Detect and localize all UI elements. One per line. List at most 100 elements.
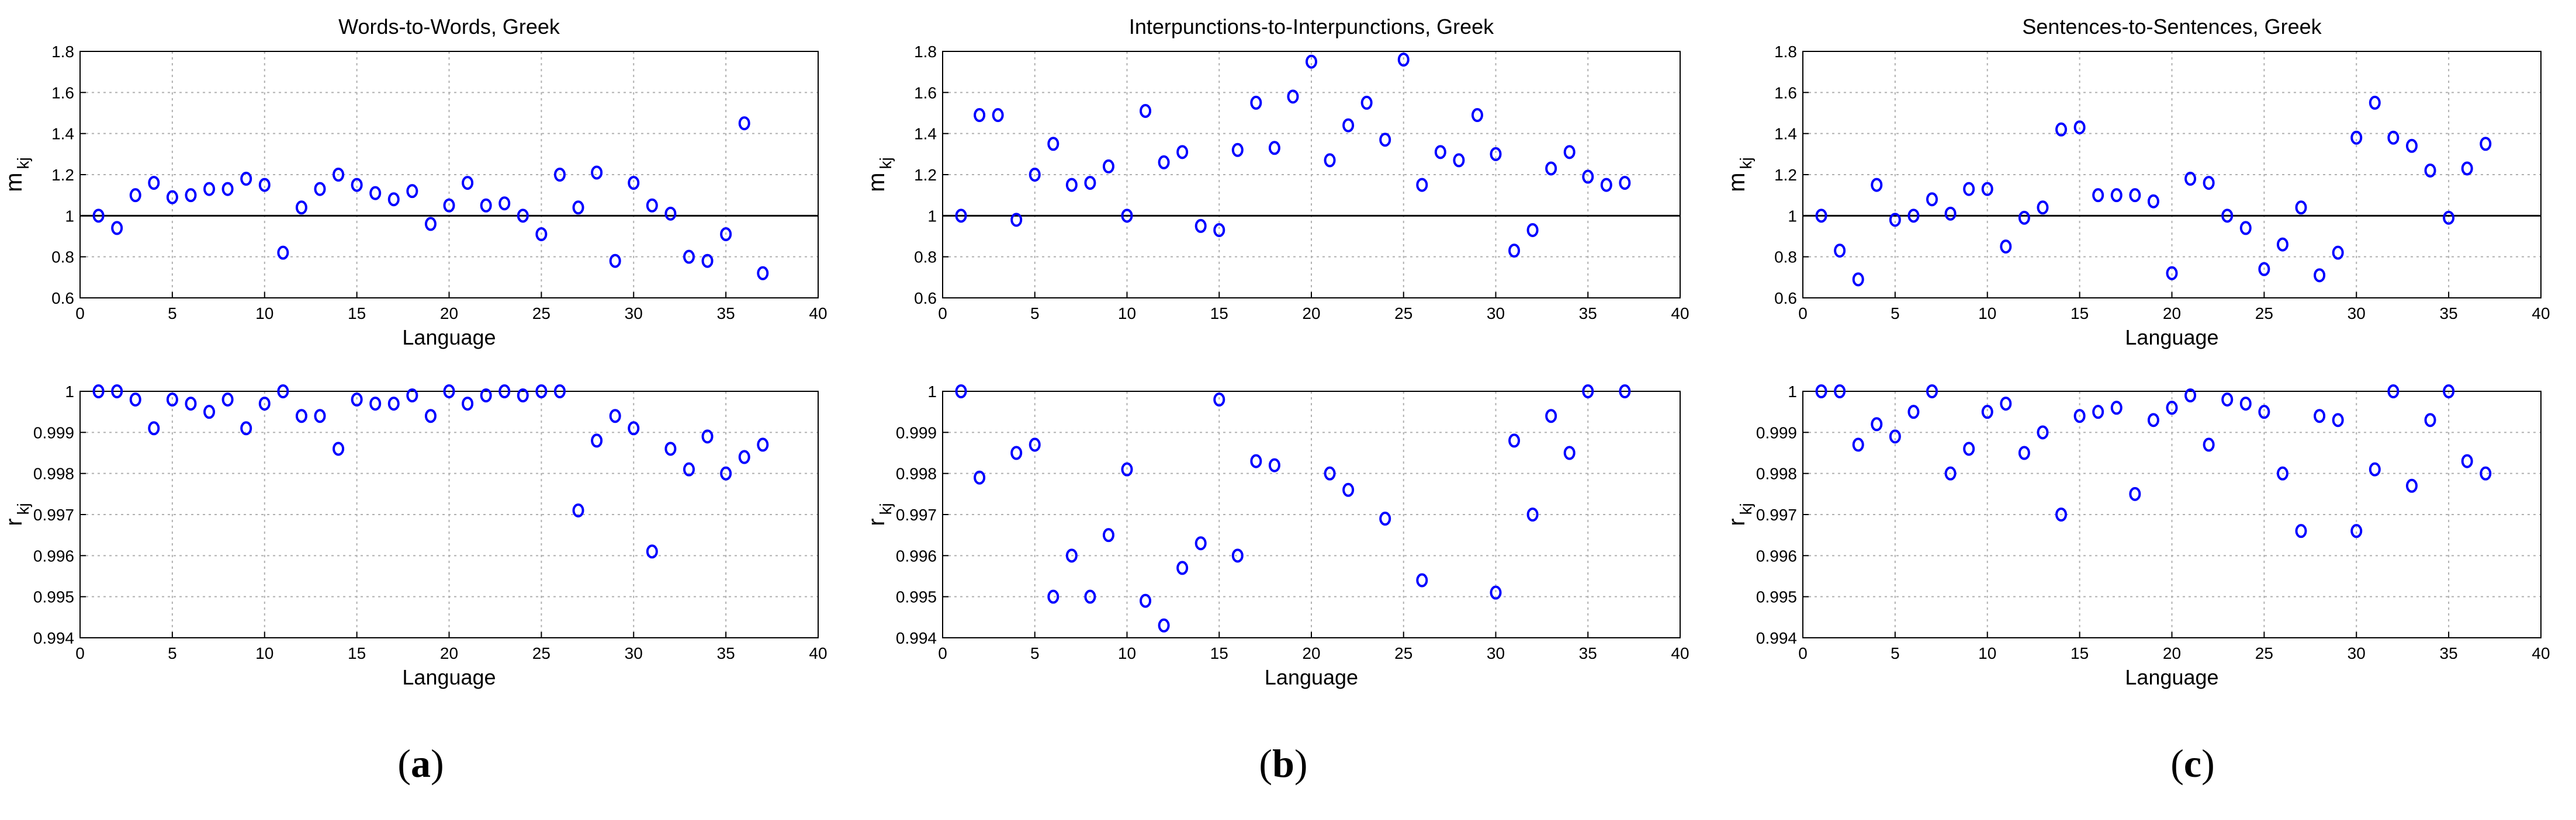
x-tick-label: 10 [255, 644, 273, 662]
data-point [1600, 178, 1612, 192]
y-tick-label: 0.998 [1756, 465, 1797, 483]
y-tick-label: 1.6 [1774, 84, 1797, 102]
data-point [1944, 466, 1957, 481]
data-point [1360, 95, 1373, 110]
data-point [351, 178, 363, 192]
plot-frame [79, 391, 819, 638]
x-tick-label: 25 [2255, 304, 2273, 322]
data-point [757, 266, 769, 280]
data-point [1140, 103, 1152, 118]
data-point [1231, 143, 1244, 157]
y-tick-label: 0.999 [896, 423, 937, 442]
y-axis-label: rkj [1, 503, 32, 526]
data-point [2055, 122, 2068, 137]
y-tick-label: 1.8 [914, 43, 937, 61]
data-point [955, 384, 967, 398]
data-point [1453, 153, 1465, 168]
x-tick-label: 5 [1030, 644, 1040, 662]
data-point [1852, 272, 1864, 287]
x-tick-label: 15 [2071, 644, 2089, 662]
data-point [1324, 466, 1336, 481]
y-tick-label: 0.998 [33, 465, 74, 483]
data-point [1158, 618, 1170, 633]
y-tick-label: 1.4 [51, 125, 74, 143]
data-point [2461, 161, 2473, 176]
x-axis-label: Language [2125, 665, 2218, 689]
data-point [517, 209, 529, 223]
x-tick-label: 35 [1579, 304, 1597, 322]
caption-a-open: ( [397, 741, 411, 786]
data-point [1250, 95, 1262, 110]
data-point [572, 503, 584, 517]
data-point [2203, 437, 2215, 452]
caption-a-letter: a [411, 741, 431, 786]
data-point [2480, 137, 2492, 151]
x-tick-label: 30 [2348, 644, 2366, 662]
data-point [148, 421, 160, 436]
data-point [129, 392, 141, 407]
x-tick-label: 30 [2348, 304, 2366, 322]
data-point [2276, 466, 2288, 481]
data-point [955, 209, 967, 223]
data-point [974, 108, 986, 123]
data-point [2055, 508, 2068, 522]
y-tick-label: 0.8 [51, 248, 74, 266]
data-point [2424, 413, 2436, 428]
x-axis-label: Language [402, 665, 496, 689]
x-tick-label: 35 [717, 304, 735, 322]
data-point [2147, 194, 2159, 209]
data-point [2461, 454, 2473, 468]
data-point [1526, 223, 1539, 237]
data-point [1010, 213, 1023, 227]
data-point [2332, 245, 2344, 260]
data-point [1379, 512, 1391, 526]
x-tick-label: 0 [1798, 644, 1808, 662]
data-point [277, 384, 289, 398]
data-point [701, 253, 714, 268]
y-tick-label: 0.996 [33, 547, 74, 565]
data-point [203, 405, 216, 419]
x-tick-label: 40 [2532, 644, 2550, 662]
data-point [683, 249, 695, 264]
data-point [1102, 528, 1114, 543]
data-point [443, 198, 455, 213]
data-point [2184, 388, 2197, 403]
data-point [221, 392, 234, 407]
y-tick-label: 1 [927, 383, 937, 401]
y-tick-label: 1 [1788, 207, 1797, 225]
data-point [1563, 446, 1576, 460]
data-point [2000, 239, 2012, 254]
data-point [517, 388, 529, 403]
y-tick-label: 0.6 [914, 289, 937, 307]
data-point [1342, 118, 1355, 133]
data-point [1981, 405, 1993, 419]
data-point [1084, 589, 1096, 604]
data-point [2037, 200, 2049, 215]
data-point [2092, 188, 2104, 203]
x-tick-label: 15 [2071, 304, 2089, 322]
data-point [1397, 53, 1410, 67]
x-tick-label: 5 [1030, 304, 1040, 322]
data-point [1815, 209, 1827, 223]
data-point [664, 206, 677, 221]
data-point [609, 253, 621, 268]
x-tick-label: 20 [2163, 644, 2181, 662]
y-tick-label: 0.6 [51, 289, 74, 307]
data-point [1526, 508, 1539, 522]
data-point [1508, 244, 1521, 258]
data-point [314, 182, 326, 196]
caption-c-letter: c [2183, 741, 2202, 786]
data-point [369, 397, 382, 411]
data-point [1047, 137, 1060, 151]
data-point [609, 409, 621, 423]
data-point [646, 198, 658, 213]
data-point [258, 178, 271, 192]
data-point [2276, 237, 2288, 252]
data-point [1194, 218, 1207, 233]
chart-c-top: 0 5 10 15 20 25 30 35 40 0.6 0.8 1 1.2 1.4 1.6 1.8 Sente… [1724, 15, 2550, 349]
data-point [406, 388, 418, 403]
data-point [1471, 108, 1483, 123]
data-point [148, 176, 160, 190]
data-point [2405, 478, 2418, 493]
y-tick-label: 1.4 [1774, 125, 1797, 143]
